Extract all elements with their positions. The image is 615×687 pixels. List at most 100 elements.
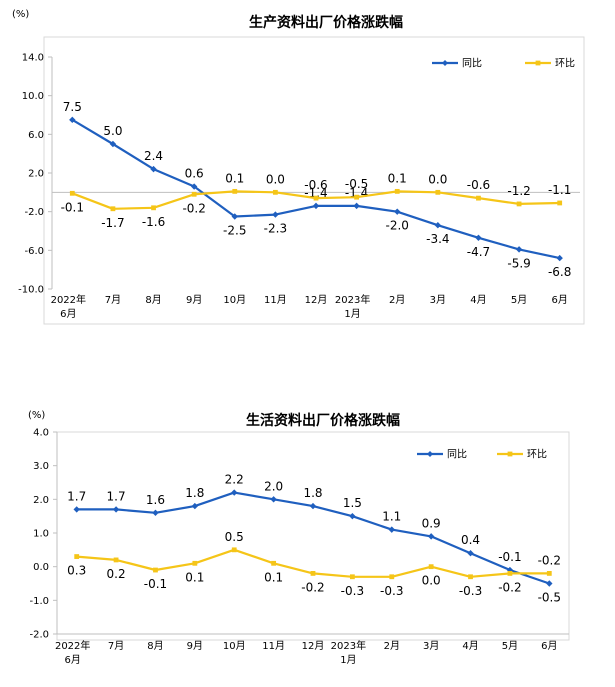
chart-2-mom-point <box>389 574 395 580</box>
chart-2-y-tick-label: 3.0 <box>33 461 49 472</box>
chart-2-y-tick-label: -1.0 <box>29 596 49 607</box>
chart-2-x-tick-label: 2022年 <box>55 639 90 652</box>
chart-2-x-tick-label: 2023年 <box>331 639 366 652</box>
chart-2-y-tick-label: 0.0 <box>33 562 49 573</box>
chart-1-mom-point <box>232 188 238 194</box>
chart-1-mom-data-label: -0.1 <box>61 200 84 214</box>
chart-1-mom-point <box>435 189 441 195</box>
chart-1-mom-data-label: 0.1 <box>388 171 407 185</box>
chart-1-title: 生产资料出厂价格涨跌幅 <box>249 14 403 31</box>
chart-1-y-tick-label: -10.0 <box>18 285 44 296</box>
chart-2-yoy-data-label: 1.1 <box>382 510 401 524</box>
chart-2-x-tick-label: 6月 <box>65 654 81 666</box>
chart-1-yoy-data-label: -5.9 <box>507 256 530 270</box>
chart-2-mom-data-label: -0.1 <box>144 577 167 591</box>
chart-2-x-tick-label: 10月 <box>223 640 246 652</box>
chart-2-yoy-point <box>349 512 356 520</box>
chart-1-mom-point <box>557 200 563 206</box>
chart-2-mom-point <box>153 567 158 573</box>
chart-1-x-tick-label: 11月 <box>264 294 287 306</box>
chart-1-yoy-data-label: 2.4 <box>144 149 163 163</box>
chart-1-mom-data-label: -1.1 <box>548 183 571 197</box>
chart-2-x-tick-label: 4月 <box>462 640 478 652</box>
chart-1-mom-point <box>69 190 75 196</box>
chart-2-x-tick-label: 8月 <box>147 640 163 652</box>
chart-1-mom-point <box>476 195 481 201</box>
chart-2-mom-data-label: 0.5 <box>225 530 244 544</box>
chart-1-mom-data-label: -0.5 <box>345 177 368 191</box>
chart-1-mom-data-label: 0.0 <box>266 172 285 186</box>
chart-2-mom-data-label: -0.2 <box>538 553 561 567</box>
chart-2-yoy-data-label: 1.7 <box>107 489 126 503</box>
chart-2-yoy-data-label: 1.8 <box>303 486 322 500</box>
chart-2-y-tick-label: 2.0 <box>33 495 49 506</box>
chart-2-yoy-data-label: 0.4 <box>461 533 480 547</box>
chart-1-mom-data-label: -0.6 <box>467 178 490 192</box>
chart-2-x-tick-label: 6月 <box>541 640 557 652</box>
chart-1-x-tick-label: 7月 <box>105 294 121 306</box>
chart-2-x-tick-label: 7月 <box>108 640 124 652</box>
chart-1-mom-point <box>516 201 522 207</box>
chart-1-mom-data-label: 0.0 <box>428 172 447 186</box>
chart-1-mom-data-label: -0.2 <box>182 201 205 215</box>
chart-2-mom-data-label: 0.2 <box>107 567 126 581</box>
chart-1-mom-data-label: 0.1 <box>225 171 244 185</box>
chart-1-legend-yoy-label: 同比 <box>462 58 482 70</box>
chart-2-mom-point <box>113 557 119 563</box>
chart-2-mom-point <box>546 571 552 576</box>
chart-2-yoy-data-label: 1.6 <box>146 493 165 507</box>
chart-1-x-tick-label: 1月 <box>344 308 360 320</box>
chart-1-yoy-data-label: 7.5 <box>63 100 82 114</box>
chart-1-mom-data-label: -0.6 <box>304 178 327 192</box>
chart-1-yoy-point <box>312 202 320 210</box>
chart-1-x-tick-label: 2月 <box>389 294 405 306</box>
chart-1-frame <box>43 36 585 325</box>
chart-2-yoy-point <box>388 526 395 533</box>
chart-1-yoy-data-label: -3.4 <box>426 232 449 246</box>
chart-2-title: 生活资料出厂价格涨跌幅 <box>246 412 400 429</box>
chart-2-mom-point <box>507 571 513 576</box>
chart-2-x-tick-label: 3月 <box>423 640 439 652</box>
chart-2-mom-data-label: 0.1 <box>264 570 283 584</box>
chart-1-yoy-data-label: 0.6 <box>185 167 204 181</box>
chart-2-legend-mom-marker <box>507 451 513 457</box>
chart-1-mom-point <box>394 188 400 194</box>
chart-2-x-tick-label: 5月 <box>502 640 518 652</box>
chart-1-mom-point <box>191 191 197 197</box>
chart-1-yoy-data-label: -2.5 <box>223 224 246 238</box>
chart-2-yoy-data-label: -0.5 <box>538 591 561 605</box>
chart-1-yoy-data-label: -2.0 <box>386 219 409 233</box>
chart-1-x-tick-label: 4月 <box>470 294 486 306</box>
chart-1-mom-data-label: -1.2 <box>507 184 530 198</box>
chart-1-mom-data-label: -1.7 <box>101 216 124 230</box>
chart-2-legend-yoy-label: 同比 <box>447 449 467 461</box>
chart-1-yoy-point <box>272 211 279 218</box>
chart-2-legend-yoy-marker <box>427 451 433 457</box>
chart-1-yoy-point <box>190 183 198 190</box>
chart-2-yoy-point <box>152 509 159 516</box>
chart-2-yoy-point <box>73 506 80 513</box>
chart-2-mom-data-label: -0.3 <box>459 584 482 598</box>
chart-1-x-tick-label: 6月 <box>552 294 568 306</box>
chart-2-mom-point <box>349 574 355 580</box>
chart-2-mom-point <box>192 560 198 566</box>
chart-2-mom-data-label: -0.3 <box>341 584 364 598</box>
chart-1-yoy-point <box>515 246 523 253</box>
chart-2-legend-mom-label: 环比 <box>527 449 547 461</box>
chart-2-yoy-data-label: 2.2 <box>225 473 244 487</box>
chart-2-x-tick-label: 2月 <box>384 640 400 652</box>
chart-1-mom-point <box>354 194 360 200</box>
chart-2-frame <box>56 431 570 641</box>
chart-2-mom-point <box>74 554 80 559</box>
chart-2-yoy-data-label: 0.9 <box>422 516 441 530</box>
chart-1-yoy-data-label: -2.3 <box>264 222 287 236</box>
chart-2-mom-point <box>468 574 473 580</box>
chart-1-x-tick-label: 12月 <box>305 294 328 306</box>
chart-2-yoy-data-label: 1.7 <box>67 489 86 503</box>
chart-1-x-tick-label: 2023年 <box>335 293 370 306</box>
chart-2-yoy-data-label: -0.1 <box>498 550 521 564</box>
chart-2-yoy-point <box>309 502 317 510</box>
chart-2-y-unit: (%) <box>28 410 45 421</box>
chart-1-yoy-data-label: 5.0 <box>103 124 122 138</box>
